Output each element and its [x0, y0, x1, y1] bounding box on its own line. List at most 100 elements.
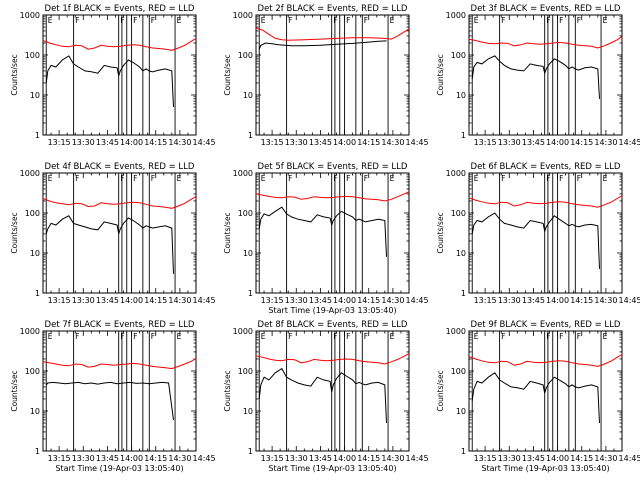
y-tick-label: 100: [238, 367, 253, 376]
lld-series-line: [42, 358, 197, 370]
x-tick-label: 13:30: [498, 138, 521, 147]
flag-label: F: [133, 332, 137, 341]
y-axis-label: Counts/sec: [223, 54, 232, 95]
y-tick-label: 100: [25, 209, 40, 218]
flag-label: E: [48, 174, 53, 183]
flag-label: F: [559, 332, 563, 341]
y-tick-label: 10: [243, 91, 253, 100]
flag-label: F: [546, 174, 550, 183]
y-axis-label: Counts/sec: [10, 370, 19, 411]
x-tick-label: 14:45: [406, 138, 429, 147]
x-tick-label: 13:45: [96, 296, 119, 305]
x-tick-label: 13:15: [48, 138, 71, 147]
flag-label: F: [75, 16, 79, 25]
detector-panel: Det 5f BLACK = Events, RED = LLD 1 10 100 10…: [223, 162, 429, 315]
y-tick-label: 1: [248, 289, 253, 298]
flag-label: F: [501, 174, 505, 183]
detector-panel: Det 9f BLACK = Events, RED = LLD 1 10 100 10…: [436, 320, 640, 473]
lld-series-line: [255, 27, 410, 41]
x-tick-label: 13:45: [522, 296, 545, 305]
flag-label: F: [151, 16, 155, 25]
x-tick-label: 13:30: [285, 454, 308, 463]
y-tick-label: 10: [30, 249, 40, 258]
y-tick-label: 1: [461, 447, 466, 456]
plot-frame: [468, 14, 623, 136]
x-axis-label: Start Time (19-Apr-03 13:05:40): [268, 306, 396, 315]
x-tick-label: 14:30: [594, 138, 617, 147]
x-tick-label: 13:30: [72, 296, 95, 305]
flag-label: F: [133, 16, 137, 25]
y-tick-label: 10: [456, 91, 466, 100]
y-tick-label: 1000: [20, 169, 40, 178]
lld-series-line: [255, 352, 410, 365]
detector-panel: Det 1f BLACK = Events, RED = LLD 1 10 100 10…: [10, 4, 216, 147]
x-tick-label: 13:15: [474, 138, 497, 147]
y-tick-label: 1000: [446, 327, 466, 336]
x-tick-label: 13:30: [285, 138, 308, 147]
x-tick-label: 13:45: [96, 138, 119, 147]
y-tick-label: 100: [451, 367, 466, 376]
plot-frame: [255, 330, 410, 452]
flag-label: F: [364, 332, 368, 341]
y-tick-label: 1: [248, 447, 253, 456]
x-tick-label: 13:15: [48, 454, 71, 463]
flag-label: F: [120, 332, 124, 341]
x-tick-label: 14:45: [619, 138, 640, 147]
panel-title: Det 7f BLACK = Events, RED = LLD: [45, 320, 195, 330]
flag-label: F: [288, 174, 292, 183]
flag-label: E: [390, 174, 395, 183]
x-tick-label: 13:30: [498, 454, 521, 463]
x-tick-label: 13:45: [522, 454, 545, 463]
panel-title: Det 6f BLACK = Events, RED = LLD: [471, 162, 621, 172]
x-axis-label: Start Time (19-Apr-03 13:05:40): [55, 464, 183, 473]
flag-label: E: [261, 16, 266, 25]
plot-frame: [42, 172, 197, 294]
y-tick-label: 100: [25, 367, 40, 376]
x-tick-label: 14:00: [546, 454, 569, 463]
x-tick-label: 13:15: [48, 296, 71, 305]
detector-panel: Det 8f BLACK = Events, RED = LLD 1 10 100 10…: [223, 320, 429, 473]
y-tick-label: 1: [248, 131, 253, 140]
flag-label: E: [603, 332, 608, 341]
x-tick-label: 14:00: [333, 138, 356, 147]
panel-title: Det 3f BLACK = Events, RED = LLD: [471, 4, 621, 14]
flag-label: E: [261, 332, 266, 341]
y-tick-label: 10: [456, 407, 466, 416]
x-tick-label: 14:15: [570, 138, 593, 147]
lld-series-line: [42, 195, 197, 209]
y-tick-label: 1: [461, 131, 466, 140]
panel-title: Det 4f BLACK = Events, RED = LLD: [45, 162, 195, 172]
flag-label: F: [75, 174, 79, 183]
y-axis-label: Counts/sec: [10, 54, 19, 95]
flag-label: F: [364, 16, 368, 25]
flag-label: E: [474, 16, 479, 25]
flag-label: F: [133, 174, 137, 183]
y-tick-label: 1: [35, 131, 40, 140]
x-tick-label: 14:00: [546, 138, 569, 147]
flag-label: F: [577, 16, 581, 25]
x-tick-label: 13:15: [261, 138, 284, 147]
flag-label: F: [546, 16, 550, 25]
detector-panel: Det 4f BLACK = Events, RED = LLD 1 10 100 10…: [10, 162, 216, 305]
events-series-line: [471, 55, 600, 99]
flag-label: F: [577, 332, 581, 341]
y-axis-label: Counts/sec: [436, 54, 445, 95]
x-tick-label: 14:30: [594, 296, 617, 305]
x-tick-label: 14:15: [570, 296, 593, 305]
x-tick-label: 14:15: [144, 454, 167, 463]
panel-title: Det 5f BLACK = Events, RED = LLD: [258, 162, 408, 172]
x-tick-label: 14:30: [381, 138, 404, 147]
events-series-line: [258, 40, 387, 50]
x-tick-label: 13:15: [261, 296, 284, 305]
x-tick-label: 13:45: [96, 454, 119, 463]
flag-label: F: [333, 16, 337, 25]
y-tick-label: 100: [25, 51, 40, 60]
lld-series-line: [468, 36, 623, 49]
x-tick-label: 14:00: [333, 454, 356, 463]
x-tick-label: 14:00: [546, 296, 569, 305]
lld-series-line: [468, 195, 623, 208]
y-tick-label: 1000: [233, 11, 253, 20]
detector-panel: Det 6f BLACK = Events, RED = LLD 1 10 100 10…: [436, 162, 640, 305]
x-tick-label: 14:45: [619, 296, 640, 305]
y-tick-label: 1000: [20, 327, 40, 336]
